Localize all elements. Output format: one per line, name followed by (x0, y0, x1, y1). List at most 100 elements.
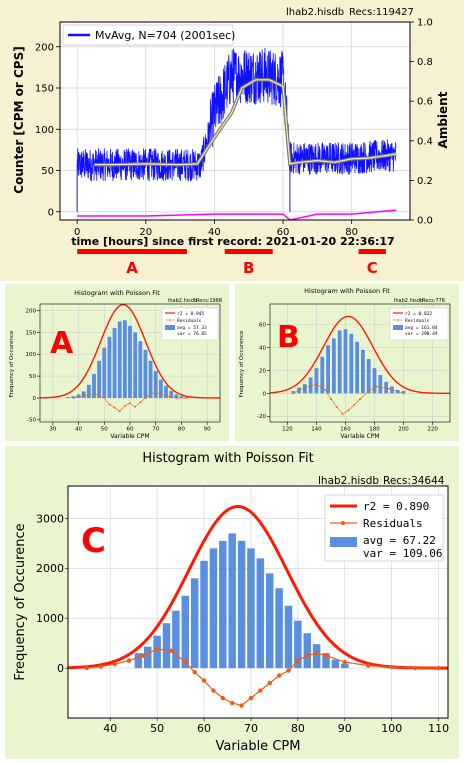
y-tick-label: 3000 (36, 512, 64, 525)
residual-point (169, 648, 174, 653)
histogram-bar (320, 356, 325, 394)
x-tick-label: 220 (427, 427, 438, 433)
histogram-bar (247, 548, 255, 669)
residual-point (108, 403, 111, 406)
histogram-bar (112, 328, 117, 398)
histogram-bar (143, 349, 148, 398)
y-tick-label: 0 (33, 396, 37, 402)
y-tick-label: 200 (35, 42, 54, 53)
residual-point (82, 394, 85, 397)
top-xlabel: time [hours] since first record: 2021-01… (71, 235, 394, 248)
histogram-bar (209, 548, 218, 669)
residual-point (295, 658, 301, 663)
y-tick-label: 0 (57, 662, 64, 675)
x-tick-label: 110 (428, 722, 449, 735)
hist-c-xlabel: Variable CPM (216, 739, 301, 754)
hist-c-chart: 40 50 60 70 80 90 100 110 0 1000 2000 3000 Histogra… (13, 451, 449, 754)
residual-point (314, 650, 319, 656)
histogram-bar (153, 635, 161, 669)
residual-point (367, 390, 370, 392)
hist-c-file: lhab2.hisdb (318, 475, 379, 487)
top-ylabel-right: Ambient (436, 91, 450, 148)
residuals-line (86, 648, 439, 707)
residual-point (305, 653, 310, 658)
residual-point (154, 391, 157, 394)
residual-point (149, 392, 152, 395)
residual-point (139, 401, 142, 404)
hist-b-bars (291, 329, 406, 394)
histogram-bar (133, 332, 138, 398)
histogram-bar (86, 384, 91, 398)
histogram-bar (81, 391, 86, 398)
hist-a-fit (40, 303, 220, 399)
x-tick-label: 160 (340, 427, 351, 433)
x-tick-label: 40 (75, 427, 82, 433)
top-legend-box (62, 24, 234, 46)
residual-point (353, 403, 356, 406)
y-tick-label: 50 (41, 166, 54, 177)
histogram-bar (237, 540, 246, 669)
residual-point (118, 410, 121, 412)
poisson-fit-line (40, 303, 220, 399)
residual-point (192, 669, 197, 675)
x-tick-label: 0 (74, 227, 80, 238)
hist-c-recs: Recs:34644 (383, 475, 445, 487)
residual-point (93, 392, 95, 395)
x-tick-label: 50 (150, 722, 164, 735)
residual-point (436, 665, 441, 671)
hist-c-panel: 40 50 60 70 80 90 100 110 0 1000 2000 3000 Histogra… (5, 446, 459, 759)
hist-b-file: lhab2.hisdb (394, 298, 423, 304)
top-grid (60, 22, 410, 220)
top-plot-bg (60, 22, 410, 220)
histogram-bar (294, 620, 302, 669)
histogram-bar (134, 653, 143, 669)
y2-tick-label: 0.4 (417, 136, 433, 147)
histogram-bar (148, 360, 153, 398)
ambient-line (77, 209, 397, 221)
residual-point (330, 398, 332, 400)
x-tick-label: 60 (197, 722, 211, 735)
histogram-bar (308, 377, 313, 394)
residual-point (183, 659, 188, 665)
x-tick-label: 100 (381, 722, 402, 735)
histogram-bar (331, 659, 340, 669)
hist-c-bars (134, 533, 349, 669)
histogram-bar (76, 394, 81, 398)
segment-marker-c (358, 249, 386, 254)
residual-point (98, 664, 104, 669)
histogram-bar (349, 333, 354, 394)
segment-marker-a (77, 249, 187, 254)
hist-b-letter: B (277, 320, 300, 355)
top-chart: 0 20 40 60 800501001502000.00.20.40.60.81.0 … (12, 7, 450, 277)
histogram-bar (144, 646, 152, 669)
hist-c-legend: r2 = 0.890 Residuals avg = 67.22 var = 1… (324, 494, 444, 562)
top-legend-label: MvAvg, N=704 (2001sec) (95, 29, 235, 42)
histogram-bar (158, 379, 163, 398)
x-tick-label: 200 (398, 427, 409, 433)
histogram-bar (122, 320, 127, 398)
y-tick-label: -20 (257, 414, 266, 420)
histogram-bar (107, 336, 112, 398)
hist-b-legend-avg: avg = 161.84 (405, 325, 438, 331)
x-tick-label: 60 (277, 227, 290, 238)
hist-a-recs: Recs:1968 (196, 298, 222, 304)
hist-b-legend-var: var = 290.44 (405, 331, 438, 337)
x-tick-label: 70 (152, 427, 159, 433)
y-tick-label: 40 (259, 345, 266, 351)
histogram-bar (153, 370, 158, 398)
hist-c-legend-var: var = 109.06 (363, 547, 442, 560)
top-file-label: lhab2.hisdb (286, 7, 344, 18)
y2-tick-label: 0.2 (417, 176, 433, 187)
y-tick-label: 1000 (36, 612, 64, 625)
residual-point (292, 392, 295, 395)
hist-a-ticks: 30 40 50 60 70 80 90 -50 0 50 100 150 200 (26, 308, 212, 432)
histogram-bar (92, 373, 96, 398)
residual-point (134, 405, 137, 408)
residual-point (165, 394, 167, 397)
residual-point (144, 397, 147, 399)
segment-label-c: C (367, 259, 378, 277)
residual-point (220, 695, 226, 701)
residual-point (98, 394, 101, 397)
y-tick-label: 100 (35, 125, 54, 136)
hist-a-ylabel: Frequency of Occurence (9, 330, 15, 397)
